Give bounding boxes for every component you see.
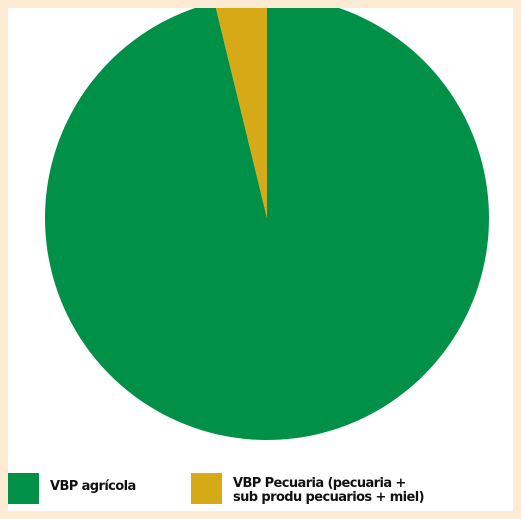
pie-slice-pecuaria bbox=[215, 8, 267, 218]
legend-swatch-pecuaria bbox=[191, 473, 222, 504]
pie-chart bbox=[44, 8, 489, 440]
legend-label-pecuaria: VBP Pecuaria (pecuaria + sub produ pecua… bbox=[233, 476, 425, 505]
legend-swatch-agricola bbox=[8, 473, 39, 504]
legend-label-agricola: VBP agrícola bbox=[50, 479, 136, 494]
legend-item-agricola: VBP agrícola bbox=[8, 473, 136, 504]
chart-panel: VBP agrícola VBP Pecuaria (pecuaria + su… bbox=[8, 8, 513, 511]
legend-item-pecuaria: VBP Pecuaria (pecuaria + sub produ pecua… bbox=[191, 473, 493, 505]
pie-slice-agricola bbox=[44, 8, 489, 440]
